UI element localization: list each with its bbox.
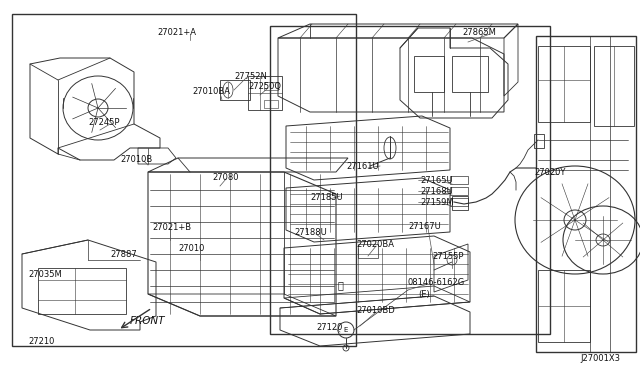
Text: Ⓔ: Ⓔ (337, 280, 343, 290)
Text: FRONT: FRONT (130, 316, 166, 326)
Text: 27021+B: 27021+B (152, 223, 191, 232)
Text: 27020Y: 27020Y (534, 168, 565, 177)
Bar (12, 14, 356, 346)
Text: 27250Q: 27250Q (248, 82, 281, 91)
Bar (594, 46, 634, 126)
Text: E: E (344, 327, 348, 333)
Text: 27161U: 27161U (346, 162, 379, 171)
Text: 27120: 27120 (316, 323, 342, 332)
Text: (E): (E) (418, 290, 429, 299)
Text: 08146-6162G: 08146-6162G (408, 278, 465, 287)
Bar (534, 134, 544, 148)
Text: 27210: 27210 (28, 337, 54, 346)
Text: 27080: 27080 (212, 173, 239, 182)
Text: 27887: 27887 (110, 250, 137, 259)
Bar (538, 46, 590, 122)
Bar (450, 198, 468, 206)
Text: 27865M: 27865M (462, 28, 496, 37)
Text: 27010BA: 27010BA (192, 87, 230, 96)
Text: 27020BA: 27020BA (356, 240, 394, 249)
Text: J27001X3: J27001X3 (580, 354, 620, 363)
Text: 27752N: 27752N (234, 72, 267, 81)
Bar (414, 56, 444, 92)
Text: 27185U: 27185U (310, 193, 342, 202)
Bar (358, 244, 378, 258)
Text: 27188U: 27188U (294, 228, 327, 237)
Text: 27245P: 27245P (88, 118, 120, 127)
Text: 27168U: 27168U (420, 187, 452, 196)
Bar (538, 270, 590, 342)
Text: 27021+A: 27021+A (157, 28, 196, 37)
Bar (264, 100, 278, 108)
Bar (452, 196, 468, 210)
Bar (450, 187, 468, 195)
Text: 27010: 27010 (178, 244, 204, 253)
Text: 27010BD: 27010BD (356, 306, 395, 315)
Bar (452, 56, 488, 92)
Bar (450, 176, 468, 184)
Text: 27010B: 27010B (120, 155, 152, 164)
Text: 27159M: 27159M (420, 198, 454, 207)
Text: 27155P: 27155P (432, 252, 463, 261)
Text: 27165U: 27165U (420, 176, 452, 185)
Text: 27035M: 27035M (28, 270, 61, 279)
Bar (270, 26, 550, 334)
Text: 27167U: 27167U (408, 222, 441, 231)
Bar (264, 82, 278, 90)
